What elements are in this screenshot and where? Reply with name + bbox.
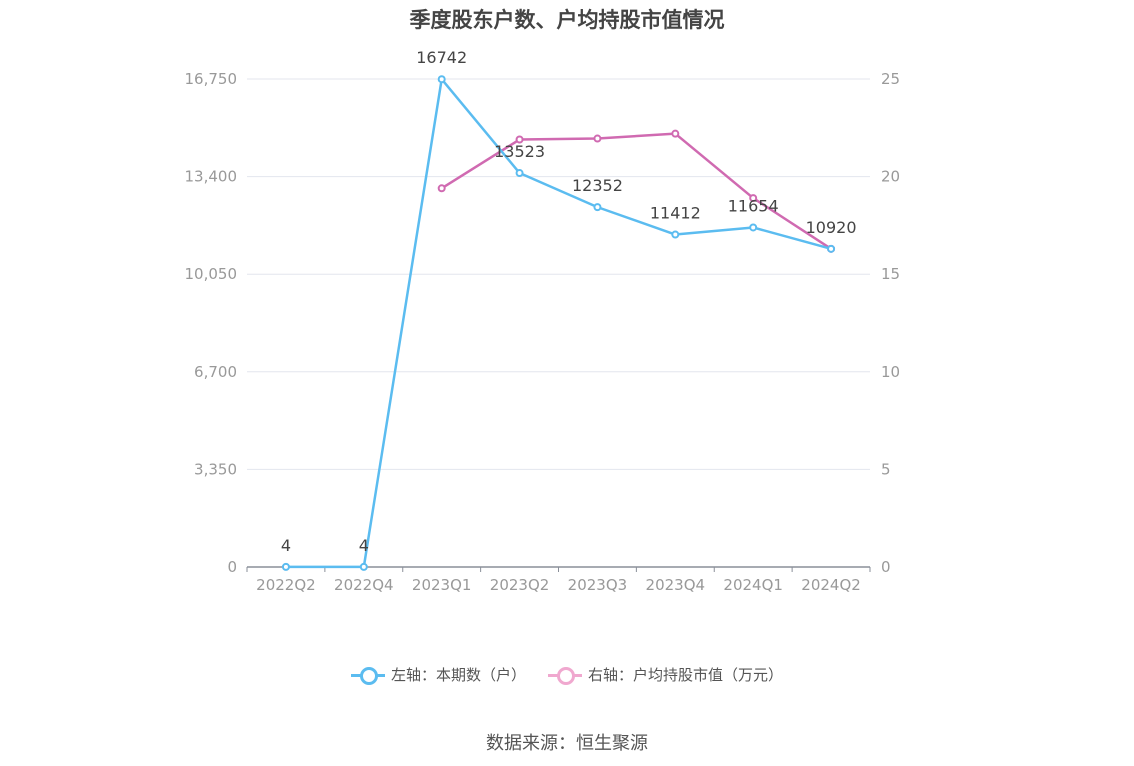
left-tick-label: 16,750	[185, 70, 238, 88]
point-shareholders	[671, 230, 680, 239]
left-tick-label: 3,350	[194, 460, 237, 478]
data-label: 11654	[728, 196, 779, 215]
right-tick-label: 25	[881, 70, 900, 88]
data-label: 13523	[494, 142, 545, 161]
grid-lines	[247, 78, 870, 470]
legend-right-label: 右轴：户均持股市值（万元）	[588, 666, 784, 684]
data-label: 11412	[650, 204, 701, 223]
point-shareholders	[749, 223, 758, 232]
point-shareholders	[437, 75, 446, 84]
right-tick-label: 20	[881, 168, 900, 186]
right-axis-ticks: 0 5 10 15 20 25	[881, 70, 900, 576]
legend-item-right[interactable]: 右轴：户均持股市值（万元）	[548, 664, 783, 685]
x-axis: 2022Q2 2022Q4 2023Q1 2023Q2 2023Q3 2023Q4 2024…	[246, 566, 871, 594]
chart-title: 季度股东户数、户均持股市值情况	[409, 8, 725, 32]
point-avg-value	[593, 134, 602, 143]
left-axis-ticks: 0 3,350 6,700 10,050 13,400 16,750	[185, 70, 238, 576]
x-tick-label: 2024Q1	[723, 576, 783, 594]
data-label: 4	[359, 536, 369, 555]
series-line-avg-value	[441, 132, 832, 250]
data-label: 16742	[416, 48, 467, 67]
legend-item-left[interactable]: 左轴：本期数（户）	[350, 664, 526, 685]
legend: 左轴：本期数（户） 右轴：户均持股市值（万元）	[0, 664, 1134, 685]
line-chart: 0 3,350 6,700 10,050 13,400 16,750 0 5 10 15 20 25…	[185, 48, 901, 594]
legend-left-label: 左轴：本期数（户）	[390, 666, 526, 684]
series-layer	[281, 75, 836, 571]
x-tick-label: 2023Q1	[412, 576, 472, 594]
point-avg-value	[437, 184, 446, 193]
point-shareholders	[281, 562, 290, 571]
point-shareholders	[593, 203, 602, 212]
x-tick-label: 2022Q2	[256, 576, 316, 594]
data-label: 10920	[806, 218, 857, 237]
data-labels: 4 4 16742 13523 12352 11412 11654 10920	[281, 48, 857, 555]
point-avg-value	[515, 135, 524, 144]
x-tick-label: 2024Q2	[801, 576, 861, 594]
left-tick-label: 0	[227, 558, 237, 576]
left-tick-label: 10,050	[185, 265, 238, 283]
right-tick-label: 5	[881, 460, 891, 478]
point-shareholders	[359, 562, 368, 571]
left-tick-label: 6,700	[194, 363, 237, 381]
x-tick-label: 2023Q4	[646, 576, 706, 594]
point-shareholders	[827, 244, 836, 253]
data-label: 12352	[572, 176, 623, 195]
data-label: 4	[281, 536, 291, 555]
x-tick-label: 2023Q2	[490, 576, 550, 594]
point-shareholders	[515, 169, 524, 178]
legend-left-symbol	[350, 665, 385, 685]
series-line-shareholders	[285, 77, 832, 569]
legend-right-symbol	[548, 665, 582, 685]
x-tick-label: 2023Q3	[568, 576, 628, 594]
right-tick-label: 10	[881, 363, 900, 381]
x-tick-label: 2022Q4	[334, 576, 394, 594]
right-tick-label: 15	[881, 265, 900, 283]
point-avg-value	[671, 129, 680, 138]
data-source-note: 数据来源：恒生聚源	[486, 733, 648, 754]
point-avg-value	[749, 194, 758, 203]
right-tick-label: 0	[881, 558, 891, 576]
left-tick-label: 13,400	[185, 168, 238, 186]
